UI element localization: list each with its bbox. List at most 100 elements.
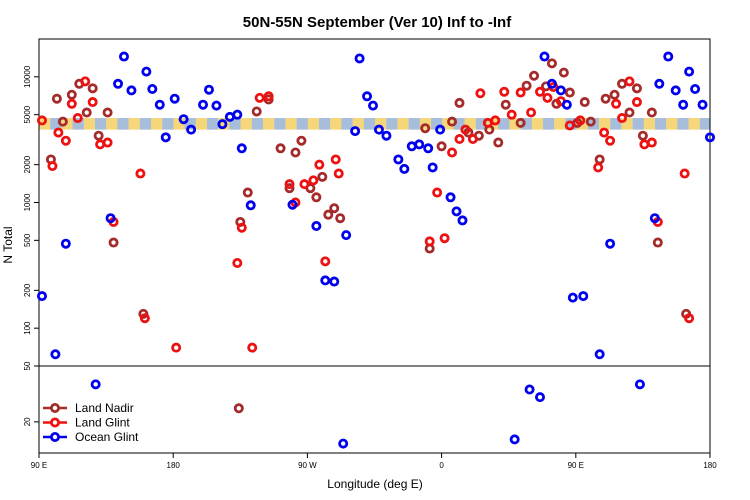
band-segment bbox=[139, 118, 152, 130]
land-glint-point bbox=[599, 127, 610, 138]
band-segment bbox=[162, 118, 174, 130]
band-segment bbox=[240, 118, 252, 130]
land-glint-point bbox=[447, 147, 458, 158]
band-segment bbox=[363, 118, 376, 130]
ocean-glint-point bbox=[561, 99, 572, 110]
x-tick-label: 180 bbox=[703, 461, 717, 470]
land-glint-point bbox=[624, 76, 635, 87]
ocean-glint-point bbox=[670, 85, 681, 96]
band-segment bbox=[263, 118, 275, 130]
ocean-glint-point bbox=[649, 213, 660, 224]
land-glint-point bbox=[135, 168, 146, 179]
land-glint-point bbox=[475, 88, 486, 99]
band-segment bbox=[296, 118, 308, 130]
ocean-glint-point bbox=[368, 100, 379, 111]
ocean-glint-point bbox=[594, 349, 605, 360]
land-nadir-point bbox=[290, 147, 301, 158]
lower-panel-frame bbox=[38, 365, 711, 454]
band-segment bbox=[207, 118, 219, 130]
band-segment bbox=[498, 118, 510, 130]
band-segment bbox=[50, 118, 62, 130]
x-tick-label: 90 E bbox=[568, 461, 584, 470]
band-segment bbox=[72, 118, 84, 130]
band-segment bbox=[431, 118, 443, 130]
data-points bbox=[36, 51, 716, 449]
band-segment bbox=[375, 118, 387, 130]
band-segment bbox=[128, 118, 140, 130]
land-nadir-point bbox=[335, 213, 346, 224]
band-segment bbox=[565, 118, 577, 130]
band-segment bbox=[655, 118, 667, 130]
y-tick-label: 10000 bbox=[23, 65, 32, 88]
land-nadir-point bbox=[454, 97, 465, 108]
ocean-glint-point bbox=[546, 78, 557, 89]
ocean-glint-point bbox=[697, 99, 708, 110]
ocean-glint-point bbox=[399, 163, 410, 174]
ocean-glint-point bbox=[362, 91, 373, 102]
band-segment bbox=[554, 118, 566, 130]
land-glint-point bbox=[102, 137, 113, 148]
land-glint-point bbox=[171, 342, 182, 353]
land-glint-point bbox=[542, 92, 553, 103]
band-segment bbox=[453, 118, 465, 130]
band-segment bbox=[307, 118, 320, 130]
ocean-glint-point bbox=[198, 99, 209, 110]
land-glint-point bbox=[247, 342, 258, 353]
band-segment bbox=[643, 118, 656, 130]
band-segment bbox=[543, 118, 555, 130]
land-glint-point bbox=[460, 124, 471, 135]
land-glint-point bbox=[53, 127, 64, 138]
ocean-glint-point bbox=[524, 384, 535, 395]
ocean-glint-point bbox=[451, 206, 462, 217]
land-nadir-point bbox=[558, 67, 569, 78]
land-nadir-point bbox=[637, 130, 648, 141]
ocean-glint-point bbox=[457, 215, 468, 226]
land-glint-point bbox=[87, 97, 98, 108]
band-segment bbox=[509, 118, 521, 130]
count-band bbox=[39, 118, 711, 130]
band-segment bbox=[229, 118, 241, 130]
band-segment bbox=[352, 118, 364, 130]
band-segment bbox=[386, 118, 398, 130]
ocean-glint-point bbox=[427, 162, 438, 173]
land-glint-point bbox=[60, 135, 71, 146]
ocean-glint-point bbox=[169, 93, 180, 104]
land-glint-point bbox=[236, 222, 247, 233]
ocean-glint-point bbox=[663, 51, 674, 62]
land-glint-point bbox=[333, 168, 344, 179]
land-nadir-point bbox=[500, 99, 511, 110]
land-nadir-point bbox=[317, 171, 328, 182]
land-nadir-point bbox=[609, 89, 620, 100]
legend-item-ocean-glint: Ocean Glint bbox=[43, 430, 139, 444]
land-nadir-point bbox=[564, 87, 575, 98]
y-tick-label: 200 bbox=[23, 283, 32, 297]
ocean-glint-point bbox=[684, 66, 695, 77]
land-glint-point bbox=[36, 115, 47, 126]
ocean-glint-point bbox=[50, 349, 61, 360]
ocean-glint-point bbox=[414, 139, 425, 150]
land-glint-point bbox=[254, 92, 265, 103]
ocean-glint-point bbox=[154, 99, 165, 110]
band-segment bbox=[151, 118, 163, 130]
ocean-glint-point bbox=[605, 238, 616, 249]
ocean-glint-point bbox=[423, 143, 434, 154]
ocean-glint-point bbox=[160, 132, 171, 143]
y-tick-label: 20 bbox=[23, 417, 32, 426]
ocean-glint-point bbox=[147, 84, 158, 95]
land-glint-point bbox=[139, 313, 150, 324]
land-nadir-point bbox=[275, 143, 286, 154]
ocean-glint-point bbox=[236, 143, 247, 154]
band-segment bbox=[408, 118, 420, 130]
ocean-glint-point bbox=[232, 109, 243, 120]
legend-marker bbox=[50, 417, 61, 428]
land-nadir-point bbox=[585, 116, 596, 127]
band-segment bbox=[117, 118, 129, 130]
land-nadir-point bbox=[87, 83, 98, 94]
land-nadir-point bbox=[546, 58, 557, 69]
ocean-glint-point bbox=[578, 291, 589, 302]
ocean-glint-point bbox=[186, 124, 197, 135]
land-glint-point bbox=[575, 115, 586, 126]
ocean-glint-point bbox=[539, 51, 550, 62]
band-segment bbox=[464, 118, 476, 130]
